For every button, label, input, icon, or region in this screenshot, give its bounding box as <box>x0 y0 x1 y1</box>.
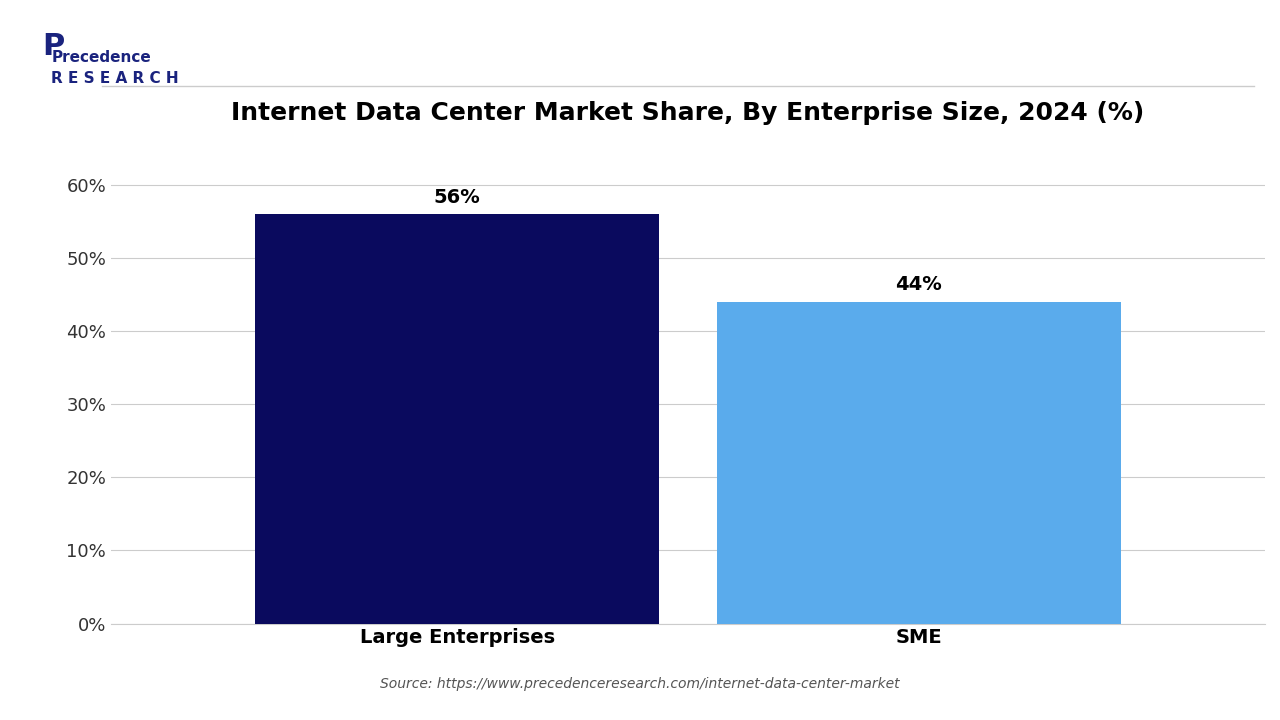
Text: P: P <box>42 32 64 61</box>
Bar <box>717 302 1121 624</box>
Text: Precedence
R E S E A R C H: Precedence R E S E A R C H <box>51 50 179 86</box>
Bar <box>255 214 659 624</box>
Text: 44%: 44% <box>896 276 942 294</box>
Text: 56%: 56% <box>434 188 480 207</box>
Text: Source: https://www.precedenceresearch.com/internet-data-center-market: Source: https://www.precedenceresearch.c… <box>380 678 900 691</box>
Title: Internet Data Center Market Share, By Enterprise Size, 2024 (%): Internet Data Center Market Share, By En… <box>232 102 1144 125</box>
